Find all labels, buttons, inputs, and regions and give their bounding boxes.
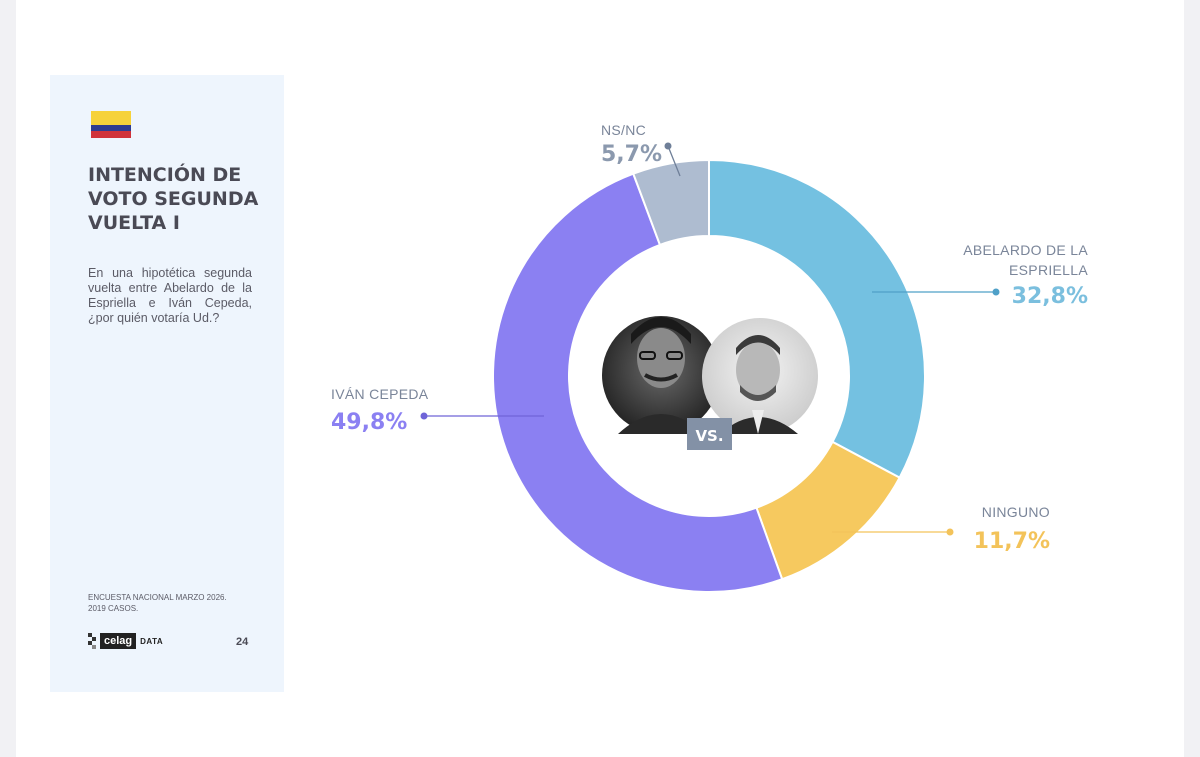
colombia-flag-icon bbox=[91, 111, 131, 138]
label-ninguno-name: NINGUNO bbox=[982, 504, 1050, 520]
logo-suffix: DATA bbox=[140, 636, 164, 646]
ivan-cepeda-photo bbox=[602, 316, 720, 434]
leader-dot-ninguno bbox=[946, 528, 954, 536]
leader-dot-espriella bbox=[992, 288, 1000, 296]
label-espriella-name-2: ESPRIELLA bbox=[1009, 262, 1088, 278]
logo-text: celag bbox=[100, 633, 137, 649]
donut-slice-cepeda bbox=[492, 172, 784, 593]
donut-slice-espriella bbox=[708, 158, 926, 480]
leader-dot-cepeda bbox=[420, 412, 428, 420]
label-cepeda-value: 49,8% bbox=[331, 410, 407, 435]
label-cepeda: IVÁN CEPEDA 49,8% bbox=[331, 386, 429, 435]
leader-line-nsnc bbox=[667, 145, 681, 177]
label-ninguno-value: 11,7% bbox=[974, 529, 1050, 554]
donut-slice-nsnc bbox=[631, 158, 710, 247]
survey-footnote: ENCUESTA NACIONAL MARZO 2026. 2019 CASOS… bbox=[88, 593, 227, 613]
label-nsnc: NS/NC 5,7% bbox=[601, 122, 662, 167]
label-nsnc-value: 5,7% bbox=[601, 142, 662, 167]
vs-badge bbox=[687, 418, 732, 450]
label-ninguno: NINGUNO 11,7% bbox=[974, 504, 1050, 554]
label-espriella-value: 32,8% bbox=[1012, 284, 1088, 309]
label-espriella-name-1: ABELARDO DE LA bbox=[963, 242, 1088, 258]
logo-mark-icon bbox=[88, 633, 98, 649]
label-nsnc-name: NS/NC bbox=[601, 122, 646, 138]
celag-logo: celag DATA bbox=[88, 632, 163, 650]
page-number: 24 bbox=[236, 636, 249, 648]
survey-question: En una hipotética segunda vuelta entre A… bbox=[88, 266, 252, 325]
page-title: INTENCIÓN DE VOTO SEGUNDA VUELTA I bbox=[88, 164, 259, 234]
candidate-photos: VS. bbox=[602, 316, 818, 450]
vs-label: VS. bbox=[695, 427, 723, 445]
label-espriella: ABELARDO DE LA ESPRIELLA 32,8% bbox=[963, 242, 1088, 309]
abelardo-de-la-espriella-photo bbox=[702, 318, 818, 434]
sidebar-panel bbox=[50, 75, 284, 692]
leader-dot-nsnc bbox=[664, 142, 672, 150]
label-cepeda-name: IVÁN CEPEDA bbox=[331, 386, 429, 402]
